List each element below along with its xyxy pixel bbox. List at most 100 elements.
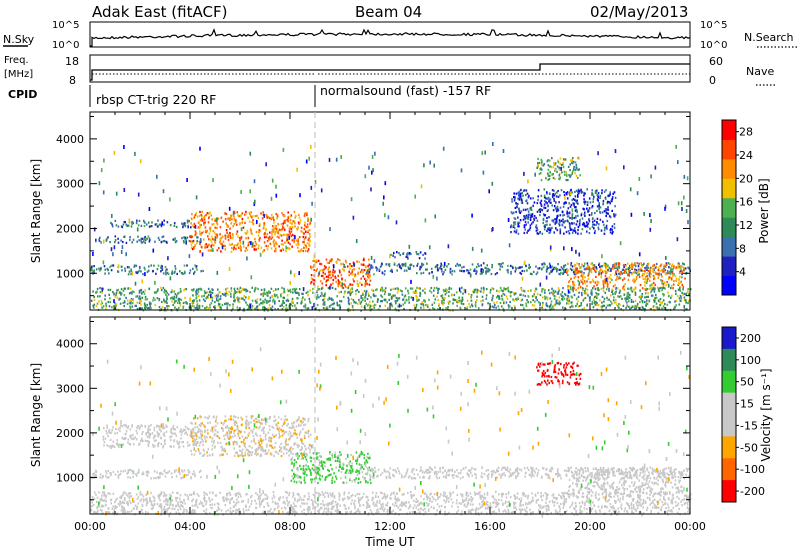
scatter-cell — [107, 288, 110, 291]
scatter-cell — [113, 299, 115, 304]
scatter-cell — [212, 178, 214, 183]
scatter-cell — [309, 289, 311, 292]
scatter-cell — [418, 298, 420, 301]
scatter-cell — [254, 199, 256, 204]
scatter-cell — [328, 273, 330, 276]
scatter-cell — [243, 213, 246, 216]
scatter-cell — [599, 265, 601, 268]
scatter-cell — [140, 300, 142, 303]
scatter-cell — [546, 191, 548, 194]
scatter-cell — [291, 239, 294, 242]
scatter-cell — [148, 428, 151, 431]
scatter-cell — [376, 267, 379, 270]
scatter-cell — [260, 288, 263, 291]
scatter-cell — [596, 293, 598, 296]
scatter-cell — [133, 264, 136, 267]
scatter-cell — [288, 449, 291, 452]
scatter-cell — [594, 303, 597, 306]
scatter-cell — [157, 477, 160, 480]
scatter-cell — [231, 246, 233, 250]
scatter-cell — [325, 258, 328, 261]
scatter-cell — [124, 433, 127, 436]
scatter-cell — [157, 236, 160, 239]
scatter-cell — [645, 267, 647, 270]
scatter-cell — [526, 231, 528, 234]
scatter-cell — [462, 270, 465, 273]
scatter-cell — [95, 473, 97, 477]
scatter-cell — [529, 266, 531, 269]
scatter-cell — [575, 174, 578, 177]
scatter-cell — [511, 200, 513, 203]
ytick-label: 2000 — [56, 222, 84, 235]
scatter-cell — [593, 264, 596, 267]
scatter-cell — [537, 189, 540, 192]
scatter-cell — [356, 280, 359, 283]
scatter-cell — [141, 307, 143, 310]
scatter-cell — [168, 470, 171, 473]
scatter-cell — [688, 267, 690, 270]
scatter-cell — [510, 226, 512, 229]
scatter-cell — [267, 307, 270, 310]
scatter-cell — [558, 300, 561, 303]
scatter-cell — [629, 269, 631, 272]
scatter-cell — [197, 226, 200, 229]
scatter-cell — [636, 270, 639, 273]
scatter-cell — [244, 442, 246, 445]
scatter-cell — [477, 263, 479, 266]
scatter-cell — [588, 232, 591, 235]
scatter-cell — [203, 424, 206, 427]
scatter-cell — [336, 303, 339, 306]
scatter-cell — [559, 172, 561, 175]
scatter-cell — [515, 202, 517, 205]
scatter-cell — [440, 268, 443, 271]
scatter-cell — [304, 445, 306, 448]
scatter-cell — [116, 432, 119, 435]
scatter-cell — [327, 275, 329, 278]
scatter-cell — [652, 264, 654, 267]
scatter-cell — [309, 433, 312, 436]
scatter-cell — [249, 241, 251, 244]
scatter-cell — [193, 270, 196, 273]
scatter-cell — [550, 166, 553, 169]
scatter-cell — [301, 292, 303, 295]
scatter-cell — [600, 265, 603, 268]
ytick-label: 1000 — [56, 267, 84, 280]
scatter-cell — [287, 217, 290, 220]
scatter-cell — [681, 271, 683, 274]
scatter-cell — [598, 202, 600, 205]
scatter-cell — [422, 289, 424, 292]
scatter-cell — [254, 288, 256, 291]
scatter-cell — [440, 264, 443, 267]
scatter-cell — [165, 290, 167, 293]
scatter-cell — [589, 227, 591, 230]
scatter-cell — [571, 161, 573, 164]
scatter-cell — [199, 415, 201, 418]
scatter-cell — [102, 435, 105, 438]
scatter-cell — [145, 470, 148, 474]
scatter-cell — [289, 218, 292, 222]
scatter-cell — [480, 268, 482, 273]
scatter-cell — [169, 224, 172, 227]
scatter-cell — [210, 302, 213, 305]
scatter-cell — [90, 299, 93, 302]
scatter-cell — [154, 298, 156, 301]
scatter-cell — [274, 295, 277, 298]
scatter-cell — [235, 297, 238, 300]
scatter-cell — [267, 294, 269, 297]
scatter-cell — [643, 211, 645, 216]
scatter-cell — [245, 210, 247, 213]
scatter-cell — [289, 221, 291, 224]
scatter-cell — [201, 295, 203, 298]
scatter-cell — [615, 278, 617, 282]
scatter-cell — [196, 300, 198, 303]
scatter-cell — [282, 233, 285, 236]
scatter-cell — [570, 203, 573, 207]
scatter-cell — [212, 416, 215, 419]
scatter-cell — [214, 429, 217, 432]
scatter-cell — [645, 301, 647, 304]
scatter-cell — [433, 308, 436, 311]
scatter-cell — [581, 228, 584, 231]
scatter-cell — [184, 225, 187, 228]
scatter-cell — [555, 195, 558, 198]
scatter-cell — [611, 209, 613, 212]
